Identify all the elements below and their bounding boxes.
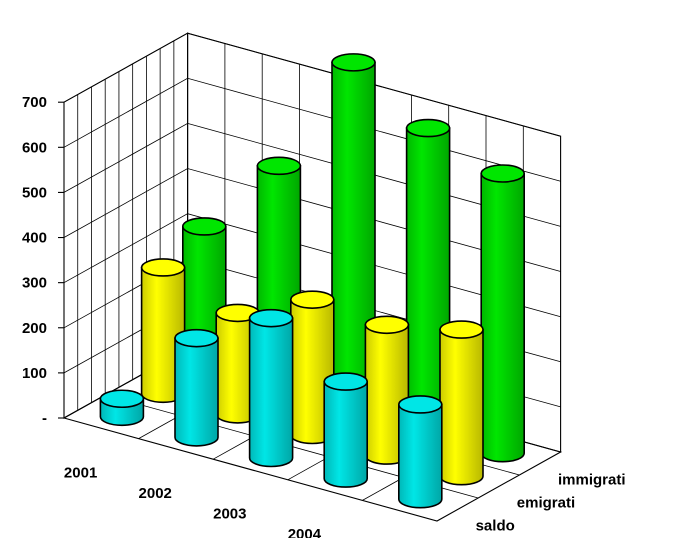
y-tick-label: 300 [22, 275, 47, 292]
cylinder-bar [99, 389, 145, 427]
cylinders [99, 53, 526, 509]
y-tick-label: 200 [22, 320, 47, 337]
cylinder-bar [289, 290, 335, 445]
cylinder-bar [248, 308, 294, 468]
y-tick-label: 100 [22, 365, 47, 382]
cylinder-bar [323, 372, 369, 488]
y-tick-label: 600 [22, 139, 47, 156]
cylinder-top [364, 315, 410, 335]
cylinder-body [480, 172, 525, 463]
series-label: saldo [476, 518, 515, 535]
cylinder-body [248, 317, 294, 468]
cylinder-top [256, 156, 302, 176]
category-label: 2002 [139, 485, 172, 502]
y-tick-label: - [42, 410, 47, 427]
cylinder-top [140, 258, 186, 277]
y-tick-label: 400 [22, 230, 47, 247]
cylinder-top [174, 328, 219, 348]
cylinder-top [331, 53, 376, 72]
cylinder-bar [140, 258, 186, 404]
series-label: emigrati [517, 495, 575, 512]
cylinder-body [174, 337, 219, 447]
cylinder-top [323, 372, 369, 391]
cylinder-body [439, 328, 484, 486]
cylinder-body [398, 403, 443, 509]
y-tick-label: 700 [22, 94, 47, 111]
y-axis: - 100 200 300 400 500 600 700 [22, 94, 64, 427]
y-tick-label: 500 [22, 184, 47, 201]
cylinder-bar [397, 395, 443, 509]
cylinder-top [99, 389, 145, 409]
cylinder-top [405, 118, 451, 138]
cylinder-top [397, 395, 443, 414]
category-label: 2004 [288, 526, 322, 538]
cylinder-body [323, 380, 368, 488]
cylinder-top [480, 164, 526, 183]
cylinder-top [439, 320, 484, 339]
series-label: immigrati [558, 472, 626, 489]
cylinder-bar [480, 164, 526, 463]
category-label: 2003 [213, 506, 246, 523]
category-label: 2001 [64, 464, 97, 481]
cylinder-bar [439, 320, 484, 486]
cylinder-top [248, 308, 294, 328]
cylinder-bar [174, 328, 219, 447]
cylinder-bar [364, 315, 410, 465]
cylinder-top [182, 217, 227, 236]
cylinder-top [289, 290, 335, 309]
x-axis: 20012002200320042005 [64, 464, 322, 538]
